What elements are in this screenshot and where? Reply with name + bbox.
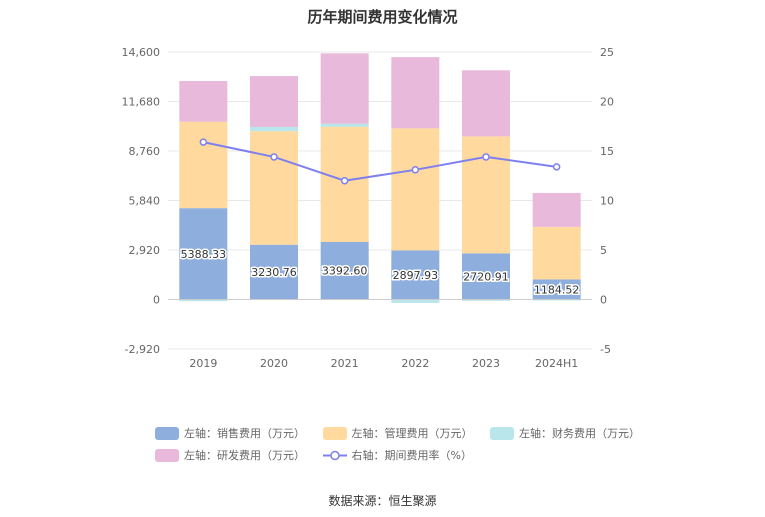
legend-label-rnd: 左轴：研发费用（万元） bbox=[184, 449, 305, 462]
bar-segment bbox=[462, 253, 510, 300]
rate-point bbox=[340, 176, 349, 185]
x-axis-tick-label: 2024H1 bbox=[535, 357, 578, 370]
bar-segment bbox=[320, 123, 369, 127]
legend-swatch-rate bbox=[322, 449, 347, 462]
legend-swatch-admin bbox=[322, 426, 347, 440]
chart-plot: 14,600 11,680 8,760 5,840 2,920 0 -2,920 25 20 15… bbox=[122, 46, 615, 370]
bar-segment bbox=[250, 244, 298, 300]
left-axis-tick-label: 8,760 bbox=[129, 145, 161, 158]
chart-title: 历年期间费用变化情况 bbox=[307, 8, 458, 26]
legend-item-rnd[interactable]: 左轴：研发费用（万元） bbox=[155, 447, 305, 463]
legend-row-2: 左轴：研发费用（万元） 右轴：期间费用率（%） bbox=[155, 447, 486, 465]
legend-swatch-finance bbox=[490, 426, 514, 440]
legend-label-rate: 右轴：期间费用率（%） bbox=[351, 449, 472, 462]
bar-segment bbox=[179, 81, 228, 122]
bar-segment bbox=[391, 57, 440, 129]
rate-point bbox=[411, 166, 420, 174]
bar-segment bbox=[250, 131, 298, 245]
data-source: 数据来源：恒生聚源 bbox=[328, 494, 437, 508]
right-axis-tick-label: -5 bbox=[600, 343, 611, 356]
right-axis-tick-label: 10 bbox=[600, 195, 614, 208]
bar-data-label: 2720.91 bbox=[463, 270, 509, 283]
bar-segment bbox=[179, 121, 228, 209]
bar-segment bbox=[532, 299, 581, 301]
right-axis-tick-label: 25 bbox=[600, 46, 614, 59]
right-axis-tick-label: 0 bbox=[600, 294, 607, 307]
bar-data-label: 5388.33 bbox=[181, 248, 227, 261]
left-axis-tick-label: 5,840 bbox=[129, 195, 161, 208]
bar-segment bbox=[179, 208, 228, 300]
legend-label-finance: 左轴：财务费用（万元） bbox=[519, 427, 640, 440]
rate-point bbox=[482, 153, 490, 161]
rate-point bbox=[270, 153, 278, 161]
bar-segment bbox=[250, 76, 298, 127]
bar-segment bbox=[250, 126, 298, 132]
bar-segment bbox=[320, 241, 369, 300]
bar-segment bbox=[391, 128, 440, 251]
bar-segment bbox=[391, 299, 440, 303]
left-axis-tick-label: 0 bbox=[153, 294, 160, 307]
x-axis-tick-label: 2023 bbox=[472, 357, 500, 370]
legend-row-1: 左轴：销售费用（万元） 左轴：管理费用（万元） 左轴：财务费用（万元） bbox=[155, 425, 654, 443]
x-axis-tick-label: 2020 bbox=[260, 357, 288, 370]
bar-segment bbox=[462, 299, 510, 301]
legend-swatch-rnd bbox=[155, 448, 179, 462]
legend-item-admin[interactable]: 左轴：管理费用（万元） bbox=[322, 425, 473, 441]
rate-line bbox=[203, 141, 557, 182]
bar-segment bbox=[532, 226, 581, 280]
bar-segment bbox=[532, 192, 581, 227]
right-axis-tick-label: 20 bbox=[600, 96, 614, 109]
left-axis-tick-label: 14,600 bbox=[122, 46, 161, 59]
right-axis-tick-label: 5 bbox=[600, 244, 607, 257]
legend-item-finance[interactable]: 左轴：财务费用（万元） bbox=[490, 425, 640, 441]
left-axis-tick-label: 11,680 bbox=[122, 96, 161, 109]
legend-label-sales: 左轴：销售费用（万元） bbox=[184, 427, 305, 440]
x-axis-tick-label: 2021 bbox=[331, 357, 359, 370]
x-axis-tick-label: 2019 bbox=[189, 357, 217, 370]
left-axis-tick-label: -2,920 bbox=[125, 343, 160, 356]
right-axis-tick-label: 15 bbox=[600, 145, 614, 158]
legend-item-sales[interactable]: 左轴：销售费用（万元） bbox=[155, 425, 305, 441]
legend-swatch-sales bbox=[155, 426, 179, 440]
bar-segment bbox=[391, 250, 440, 300]
bar-data-label: 3230.76 bbox=[251, 266, 297, 279]
bar-segment bbox=[462, 70, 510, 137]
legend-label-admin: 左轴：管理费用（万元） bbox=[351, 427, 473, 440]
rate-point bbox=[199, 138, 208, 146]
bar-segment bbox=[320, 53, 369, 124]
rate-point bbox=[552, 163, 561, 171]
left-axis-tick-label: 2,920 bbox=[129, 244, 161, 257]
bar-segment bbox=[532, 279, 581, 300]
bar-data-label: 2897.93 bbox=[393, 269, 439, 282]
bar-segment bbox=[179, 299, 228, 302]
bar-data-label: 1184.52 bbox=[534, 283, 580, 296]
bar-data-label: 3392.60 bbox=[322, 265, 368, 278]
x-axis-tick-label: 2022 bbox=[401, 357, 429, 370]
legend-item-rate[interactable]: 右轴：期间费用率（%） bbox=[322, 447, 472, 463]
